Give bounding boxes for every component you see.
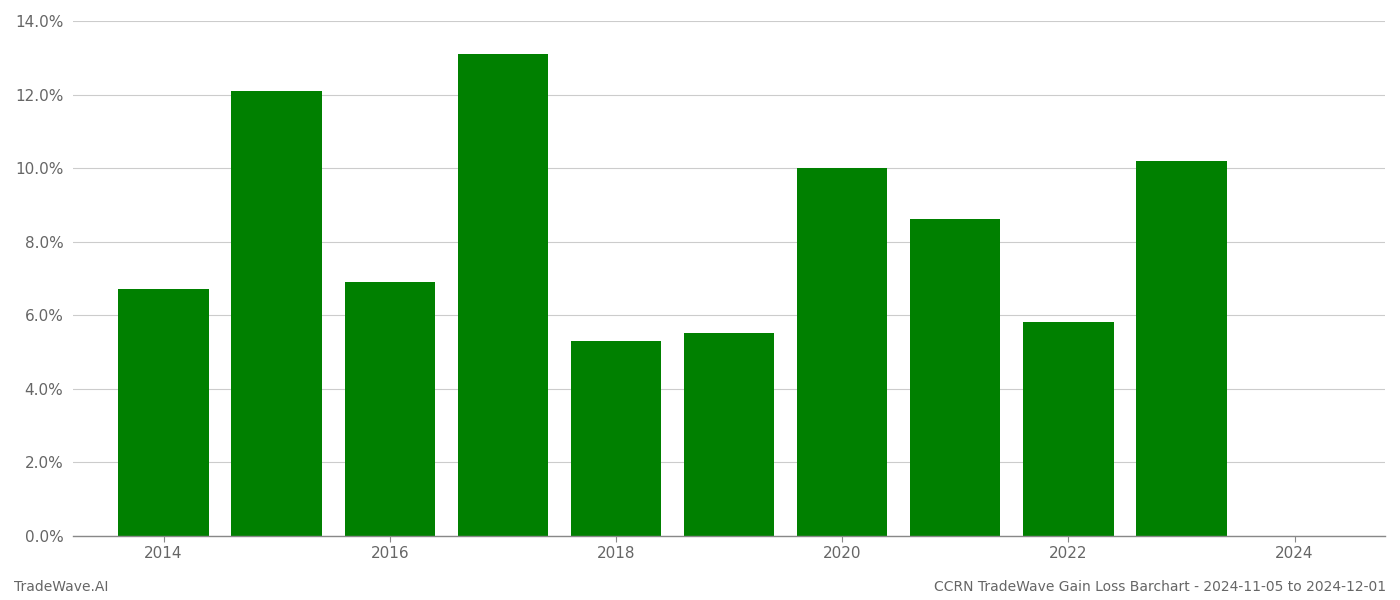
Text: CCRN TradeWave Gain Loss Barchart - 2024-11-05 to 2024-12-01: CCRN TradeWave Gain Loss Barchart - 2024…: [934, 580, 1386, 594]
Bar: [1023, 322, 1113, 536]
Bar: [910, 220, 1001, 536]
Bar: [571, 341, 661, 536]
Bar: [1137, 161, 1226, 536]
Text: TradeWave.AI: TradeWave.AI: [14, 580, 108, 594]
Bar: [344, 282, 435, 536]
Bar: [797, 168, 888, 536]
Bar: [231, 91, 322, 536]
Bar: [119, 289, 209, 536]
Bar: [458, 54, 547, 536]
Bar: [683, 334, 774, 536]
